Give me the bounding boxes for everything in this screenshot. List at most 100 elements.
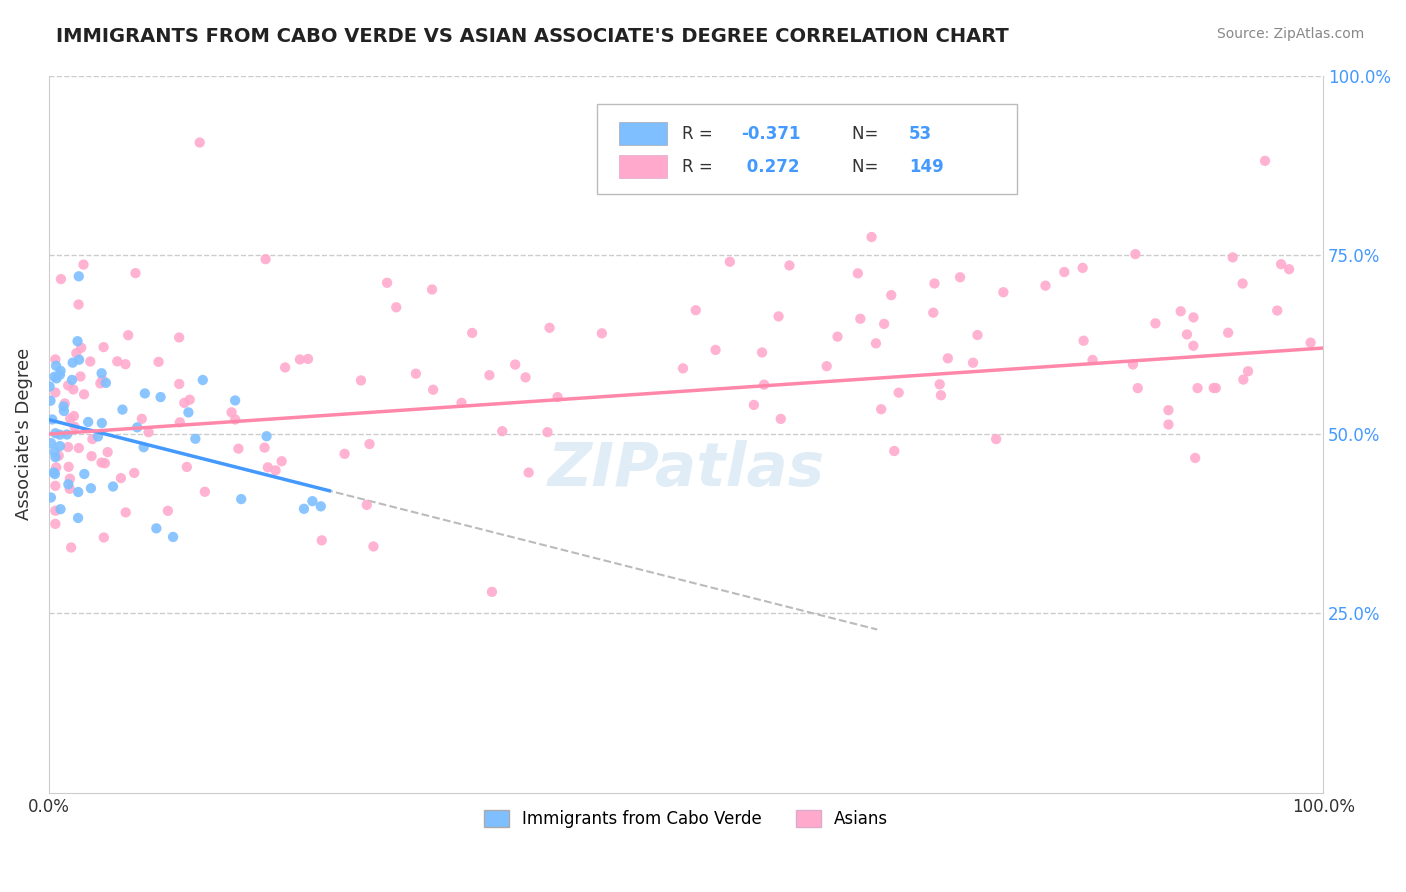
Point (1232, 373, 1254, 387)
Point (131, 412, 153, 426)
Point (77, 415, 100, 429)
Point (58, 477, 80, 491)
Point (359, 437, 381, 451)
Point (39, 436, 62, 450)
Point (936, 351, 959, 366)
Point (127, 420, 149, 434)
Point (156, 504, 179, 518)
Point (870, 402, 893, 417)
Point (134, 386, 156, 401)
Point (962, 356, 984, 370)
Point (221, 405, 243, 419)
Point (149, 390, 172, 404)
Point (478, 368, 501, 383)
Point (231, 492, 253, 507)
Point (778, 259, 800, 273)
Point (114, 505, 136, 519)
Point (49, 502, 72, 516)
Point (515, 370, 537, 384)
Point (1182, 339, 1205, 353)
Point (883, 444, 905, 458)
Legend: Immigrants from Cabo Verde, Asians: Immigrants from Cabo Verde, Asians (478, 803, 894, 835)
Point (224, 412, 246, 426)
Text: Source: ZipAtlas.com: Source: ZipAtlas.com (1216, 27, 1364, 41)
Text: ZIPatlas: ZIPatlas (547, 441, 824, 500)
Point (56, 427, 79, 442)
Point (1265, 303, 1288, 318)
Point (538, 321, 561, 335)
Point (44, 479, 66, 493)
Point (79, 354, 101, 368)
Point (718, 254, 741, 268)
Point (62, 356, 84, 370)
Point (110, 471, 132, 485)
Point (860, 230, 883, 244)
Point (44, 426, 66, 441)
Point (41, 412, 63, 426)
Point (97, 445, 120, 459)
Point (1035, 278, 1057, 293)
Point (80, 481, 103, 495)
Point (1081, 352, 1104, 367)
Point (461, 326, 484, 340)
Point (375, 276, 398, 290)
Point (124, 266, 146, 280)
Point (288, 352, 311, 367)
Point (503, 358, 526, 372)
FancyBboxPatch shape (598, 104, 1018, 194)
Point (111, 402, 134, 417)
Point (1254, 153, 1277, 168)
Point (44, 467, 66, 481)
Point (145, 521, 167, 535)
Point (1126, 381, 1149, 395)
Point (49, 272, 72, 286)
Point (56, 378, 79, 392)
Point (1071, 260, 1094, 275)
Point (751, 345, 773, 359)
Point (67, 297, 90, 311)
Point (849, 311, 872, 326)
Point (768, 310, 790, 324)
Point (67, 511, 90, 525)
Point (91, 373, 114, 387)
Point (311, 533, 333, 548)
Point (45, 460, 67, 475)
Point (333, 447, 356, 461)
Point (685, 303, 707, 318)
Point (177, 405, 200, 419)
Point (49, 439, 72, 453)
Point (49, 368, 72, 382)
Point (547, 390, 569, 404)
Point (420, 283, 443, 297)
Point (44, 385, 66, 400)
Point (58, 459, 80, 474)
Point (66, 334, 89, 349)
Point (184, 432, 207, 446)
Text: 0.272: 0.272 (741, 158, 800, 176)
Point (93, 340, 115, 354)
Point (1237, 364, 1260, 378)
Point (49, 364, 72, 378)
Point (44, 369, 66, 384)
Point (179, 392, 201, 407)
Text: R =: R = (682, 158, 718, 176)
Point (752, 377, 775, 392)
Point (94, 456, 117, 470)
Point (39, 491, 62, 505)
Point (80, 449, 103, 463)
Point (45, 371, 67, 385)
Point (1218, 326, 1240, 340)
Point (39, 393, 62, 408)
Point (38, 379, 60, 393)
Point (704, 343, 727, 357)
Point (356, 498, 378, 512)
Point (481, 585, 503, 599)
Point (536, 425, 558, 439)
Point (62, 383, 84, 397)
Point (105, 354, 128, 368)
Point (742, 398, 765, 412)
Point (59, 472, 82, 486)
Point (89, 376, 111, 391)
Point (887, 385, 910, 400)
Text: 149: 149 (910, 158, 943, 176)
